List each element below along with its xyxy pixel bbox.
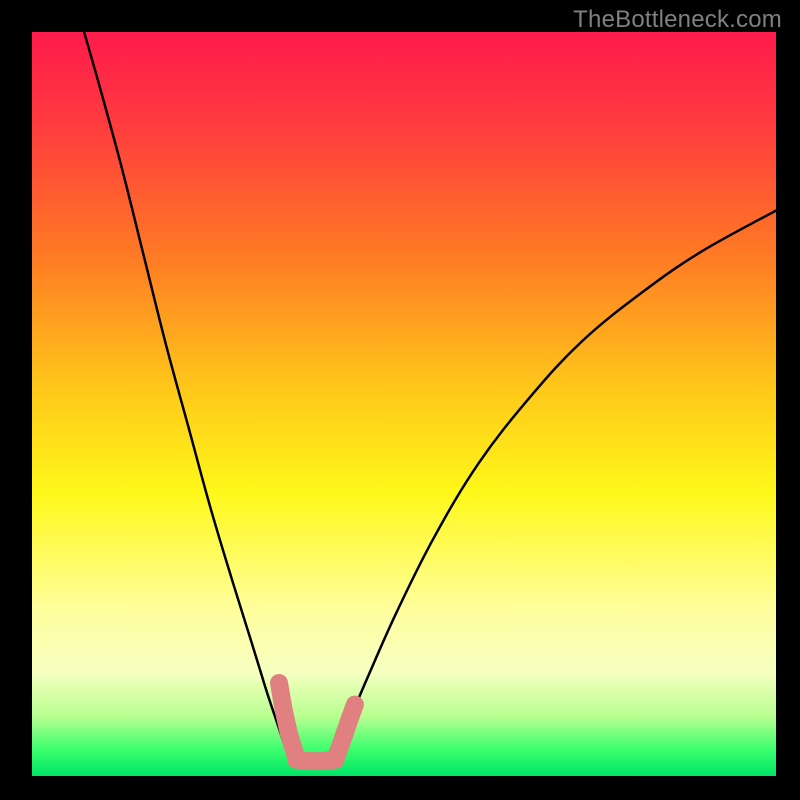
chart-frame: TheBottleneck.com bbox=[0, 0, 800, 800]
gradient-background bbox=[32, 32, 776, 776]
chart-svg bbox=[32, 32, 776, 776]
watermark-text: TheBottleneck.com bbox=[573, 6, 782, 34]
plot-area bbox=[32, 32, 776, 776]
